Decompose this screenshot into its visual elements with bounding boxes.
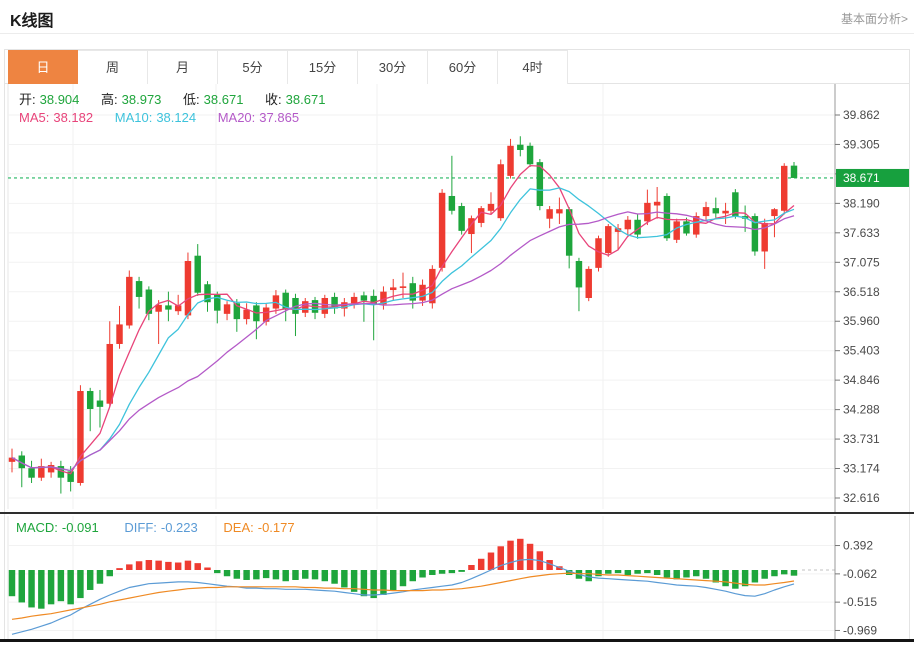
candles-layer (8, 136, 798, 494)
page-title: K线图 (10, 13, 54, 30)
fundamental-analysis-link[interactable]: 基本面分析> (840, 12, 908, 26)
ma20-line (11, 211, 795, 472)
ma10-line (11, 187, 795, 472)
diff-label: DIFF: (124, 520, 157, 535)
svg-text:35.960: 35.960 (843, 314, 880, 328)
macd-value: -0.091 (61, 520, 99, 535)
macd-legend: MACD: -0.091 DIFF: -0.223 DEA: -0.177 (16, 520, 299, 535)
svg-text:32.616: 32.616 (843, 491, 880, 505)
svg-text:38.190: 38.190 (843, 196, 880, 210)
tab-30min[interactable]: 30分 (358, 50, 428, 84)
ohlc-legend: 开: 38.904 高: 38.973 低: 38.671 收: 38.671 (19, 89, 329, 108)
macd-chart[interactable]: 0.392 -0.062 -0.515 -0.969 (5, 516, 909, 640)
svg-text:34.288: 34.288 (843, 403, 880, 417)
chart-bottom-line (0, 639, 914, 642)
dea-value: -0.177 (257, 520, 295, 535)
svg-text:0.392: 0.392 (843, 539, 873, 553)
ma20-label: MA20: (217, 110, 256, 125)
macd-histogram (8, 538, 798, 609)
svg-text:35.403: 35.403 (843, 344, 880, 358)
tab-60min[interactable]: 60分 (428, 50, 498, 84)
period-tabbar: 日 周 月 5分 15分 30分 60分 4时 (5, 50, 909, 84)
tab-5min[interactable]: 5分 (218, 50, 288, 84)
svg-text:33.174: 33.174 (843, 462, 880, 476)
ma5-line (11, 164, 795, 475)
macd-axis: 0.392 -0.062 -0.515 -0.969 (834, 516, 877, 640)
close-label: 收: (265, 92, 282, 107)
low-value: 38.671 (203, 92, 244, 107)
panel-separator-line (0, 512, 914, 514)
svg-text:-0.062: -0.062 (843, 567, 877, 581)
open-value: 38.904 (39, 92, 80, 107)
close-value: 38.671 (285, 92, 326, 107)
tab-4hour[interactable]: 4时 (498, 50, 568, 84)
low-label: 低: (183, 92, 200, 107)
tab-week[interactable]: 周 (78, 50, 148, 84)
svg-text:33.731: 33.731 (843, 432, 880, 446)
dea-line (11, 572, 795, 620)
tab-15min[interactable]: 15分 (288, 50, 358, 84)
header-divider (0, 33, 914, 34)
open-label: 开: (19, 92, 36, 107)
ma10-label: MA10: (114, 110, 153, 125)
svg-text:36.518: 36.518 (843, 285, 880, 299)
price-axis: 39.86239.30538.74838.19037.63337.07536.5… (834, 84, 880, 513)
diff-value: -0.223 (160, 520, 198, 535)
svg-text:38.671: 38.671 (843, 171, 880, 185)
kline-chart-widget: 日 周 月 5分 15分 30分 60分 4时 39.86239.30538.7… (4, 49, 910, 640)
diff-line (11, 558, 795, 635)
svg-text:39.862: 39.862 (843, 108, 880, 122)
ma5-label: MA5: (19, 110, 50, 125)
svg-text:39.305: 39.305 (843, 137, 880, 151)
ma10-value: 38.124 (156, 110, 197, 125)
high-value: 38.973 (121, 92, 162, 107)
svg-text:-0.969: -0.969 (843, 623, 877, 637)
svg-text:37.633: 37.633 (843, 226, 880, 240)
macd-label: MACD: (16, 520, 58, 535)
ma5-value: 38.182 (53, 110, 94, 125)
svg-text:-0.515: -0.515 (843, 595, 877, 609)
high-label: 高: (101, 92, 118, 107)
tab-month[interactable]: 月 (148, 50, 218, 84)
main-candlestick-chart[interactable]: 39.86239.30538.74838.19037.63337.07536.5… (5, 84, 909, 513)
current-price-badge: 38.671 (836, 168, 909, 187)
svg-text:37.075: 37.075 (843, 255, 880, 269)
dea-label: DEA: (223, 520, 254, 535)
tab-day[interactable]: 日 (8, 50, 78, 84)
ma20-value: 37.865 (259, 110, 300, 125)
ma-legend: MA5: 38.182 MA10: 38.124 MA20: 37.865 (19, 110, 303, 125)
svg-text:34.846: 34.846 (843, 373, 880, 387)
